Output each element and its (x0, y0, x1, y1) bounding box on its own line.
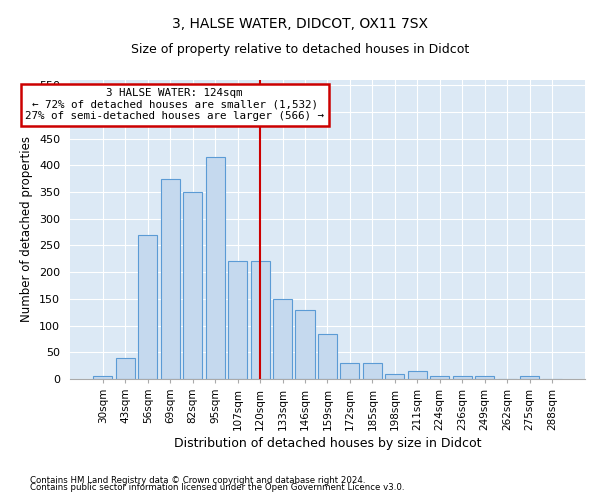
Bar (273, 299, 292, 379)
Text: Contains HM Land Registry data © Crown copyright and database right 2024.: Contains HM Land Registry data © Crown c… (30, 476, 365, 485)
Y-axis label: Number of detached properties: Number of detached properties (20, 136, 34, 322)
Bar (318, 334, 337, 379)
Bar (475, 376, 494, 379)
Bar (452, 376, 472, 379)
Bar (161, 178, 180, 379)
X-axis label: Distribution of detached houses by size in Didcot: Distribution of detached houses by size … (173, 437, 481, 450)
Text: Contains public sector information licensed under the Open Government Licence v3: Contains public sector information licen… (30, 484, 404, 492)
Text: 3 HALSE WATER: 124sqm
← 72% of detached houses are smaller (1,532)
27% of semi-d: 3 HALSE WATER: 124sqm ← 72% of detached … (25, 88, 324, 121)
Bar (363, 363, 382, 379)
Bar (295, 310, 314, 379)
Bar (228, 262, 247, 379)
Bar (251, 262, 269, 379)
Bar (93, 376, 112, 379)
Bar (116, 358, 135, 379)
Bar (385, 374, 404, 379)
Bar (408, 371, 427, 379)
Text: Size of property relative to detached houses in Didcot: Size of property relative to detached ho… (131, 42, 469, 56)
Bar (206, 158, 224, 379)
Bar (183, 192, 202, 379)
Bar (340, 363, 359, 379)
Bar (430, 376, 449, 379)
Bar (138, 235, 157, 379)
Text: 3, HALSE WATER, DIDCOT, OX11 7SX: 3, HALSE WATER, DIDCOT, OX11 7SX (172, 18, 428, 32)
Bar (520, 376, 539, 379)
